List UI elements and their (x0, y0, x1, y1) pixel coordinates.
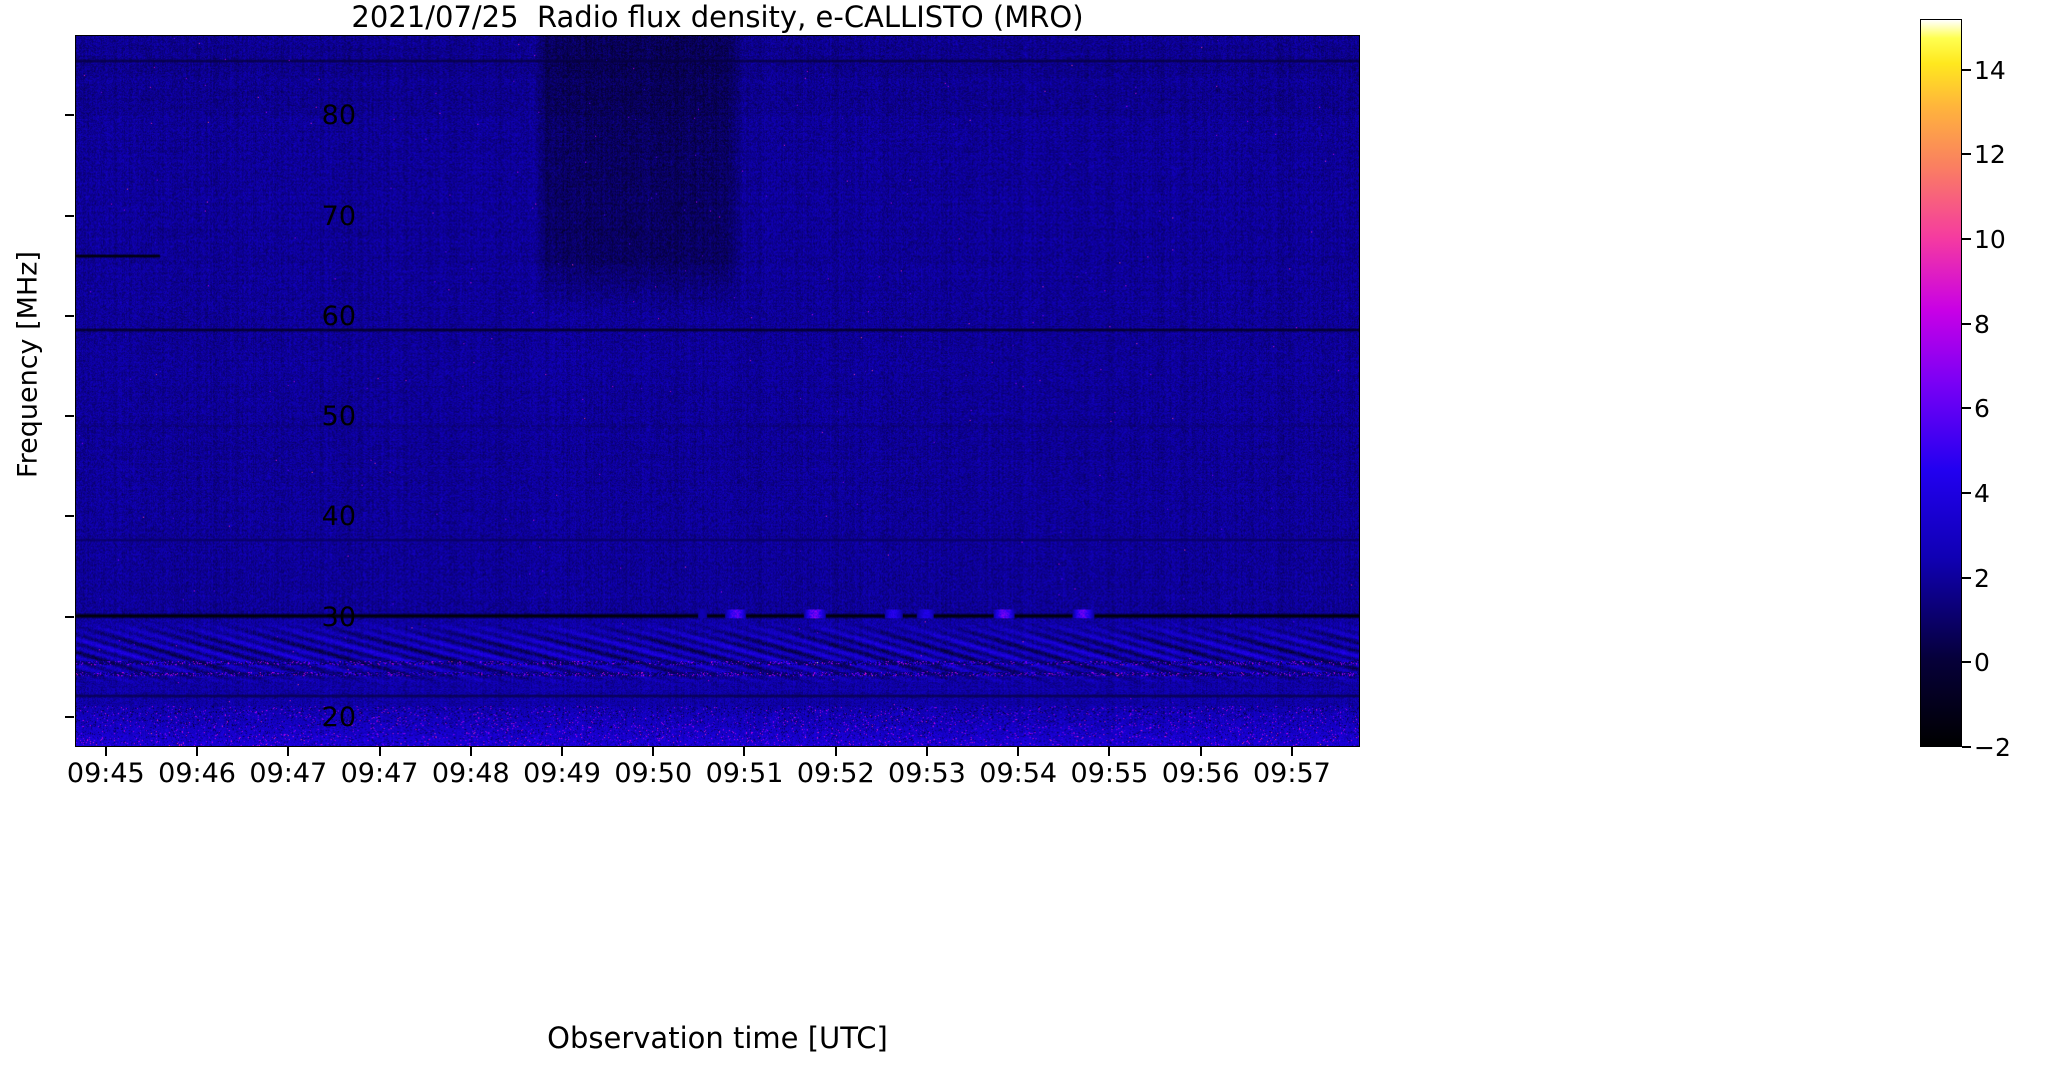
spectrogram-axes[interactable] (75, 35, 1360, 747)
colorbar-tick-mark (1962, 322, 1971, 325)
colorbar-tick-label: 10 (1974, 225, 2006, 255)
colorbar-tick-label: 14 (1974, 55, 2006, 85)
y-tick-mark (65, 314, 74, 317)
chart-title: 2021/07/25 Radio flux density, e-CALLIST… (351, 0, 1084, 34)
colorbar-tick-label: −2 (1974, 733, 2011, 762)
colorbar-tick-label: 6 (1974, 394, 1990, 424)
x-tick-mark (925, 747, 928, 756)
colorbar-tick-mark (1962, 153, 1971, 156)
x-tick-label: 09:52 (796, 758, 875, 789)
x-tick-label: 09:56 (1161, 758, 1240, 789)
colorbar-tick-mark (1962, 746, 1971, 748)
colorbar-tick-mark (1962, 576, 1971, 579)
spectrogram-image (76, 36, 1359, 746)
colorbar-tick-label: 8 (1974, 309, 1990, 339)
y-tick-label: 20 (321, 701, 356, 733)
y-tick-label: 30 (321, 601, 356, 633)
y-tick-mark (65, 715, 74, 718)
x-tick-mark (196, 747, 199, 756)
y-tick-mark (65, 615, 74, 618)
colorbar-tick-mark (1962, 492, 1971, 495)
x-tick-mark (378, 747, 381, 756)
x-tick-label: 09:51 (705, 758, 784, 789)
y-tick-mark (65, 415, 74, 418)
colorbar-tick-mark (1962, 661, 1971, 664)
y-tick-mark (65, 515, 74, 518)
x-axis-label: Observation time [UTC] (547, 1021, 888, 1055)
colorbar-tick-label: 0 (1974, 648, 1990, 678)
x-tick-label: 09:46 (158, 758, 236, 789)
x-tick-mark (743, 747, 746, 756)
x-tick-label: 09:47 (249, 758, 328, 789)
x-tick-mark (1017, 747, 1020, 756)
colorbar-tick-mark (1962, 407, 1971, 410)
x-tick-mark (104, 747, 107, 756)
x-tick-label: 09:50 (614, 758, 693, 789)
colorbar-gradient (1921, 20, 1961, 746)
y-tick-mark (65, 214, 74, 217)
x-tick-mark (1108, 747, 1111, 756)
x-tick-label: 09:48 (431, 758, 510, 789)
colorbar-tick-label: 2 (1974, 563, 1990, 593)
x-tick-label: 09:49 (523, 758, 601, 789)
colorbar-tick-label: 12 (1974, 140, 2006, 170)
x-tick-label: 09:54 (979, 758, 1058, 789)
y-tick-label: 60 (321, 300, 356, 332)
x-tick-mark (834, 747, 837, 756)
colorbar-tick-mark (1962, 68, 1971, 71)
y-tick-label: 80 (321, 100, 356, 132)
x-tick-label: 09:47 (340, 758, 419, 789)
x-tick-mark (287, 747, 290, 756)
colorbar-tick-mark (1962, 238, 1971, 241)
x-tick-mark (561, 747, 563, 756)
x-tick-label: 09:53 (888, 758, 966, 789)
colorbar (1920, 19, 1962, 747)
x-tick-mark (1199, 747, 1202, 756)
y-axis-label: Frequency [MHz] (12, 251, 44, 478)
x-tick-mark (652, 747, 655, 756)
y-tick-label: 70 (321, 200, 356, 232)
y-tick-mark (65, 114, 74, 117)
x-tick-label: 09:55 (1070, 758, 1149, 789)
y-tick-label: 50 (321, 401, 356, 433)
colorbar-tick-label: 4 (1974, 479, 1990, 509)
x-tick-mark (1290, 747, 1293, 756)
x-tick-mark (469, 747, 472, 756)
y-tick-label: 40 (321, 501, 356, 533)
x-tick-label: 09:45 (66, 758, 145, 789)
x-tick-label: 09:57 (1252, 758, 1331, 789)
